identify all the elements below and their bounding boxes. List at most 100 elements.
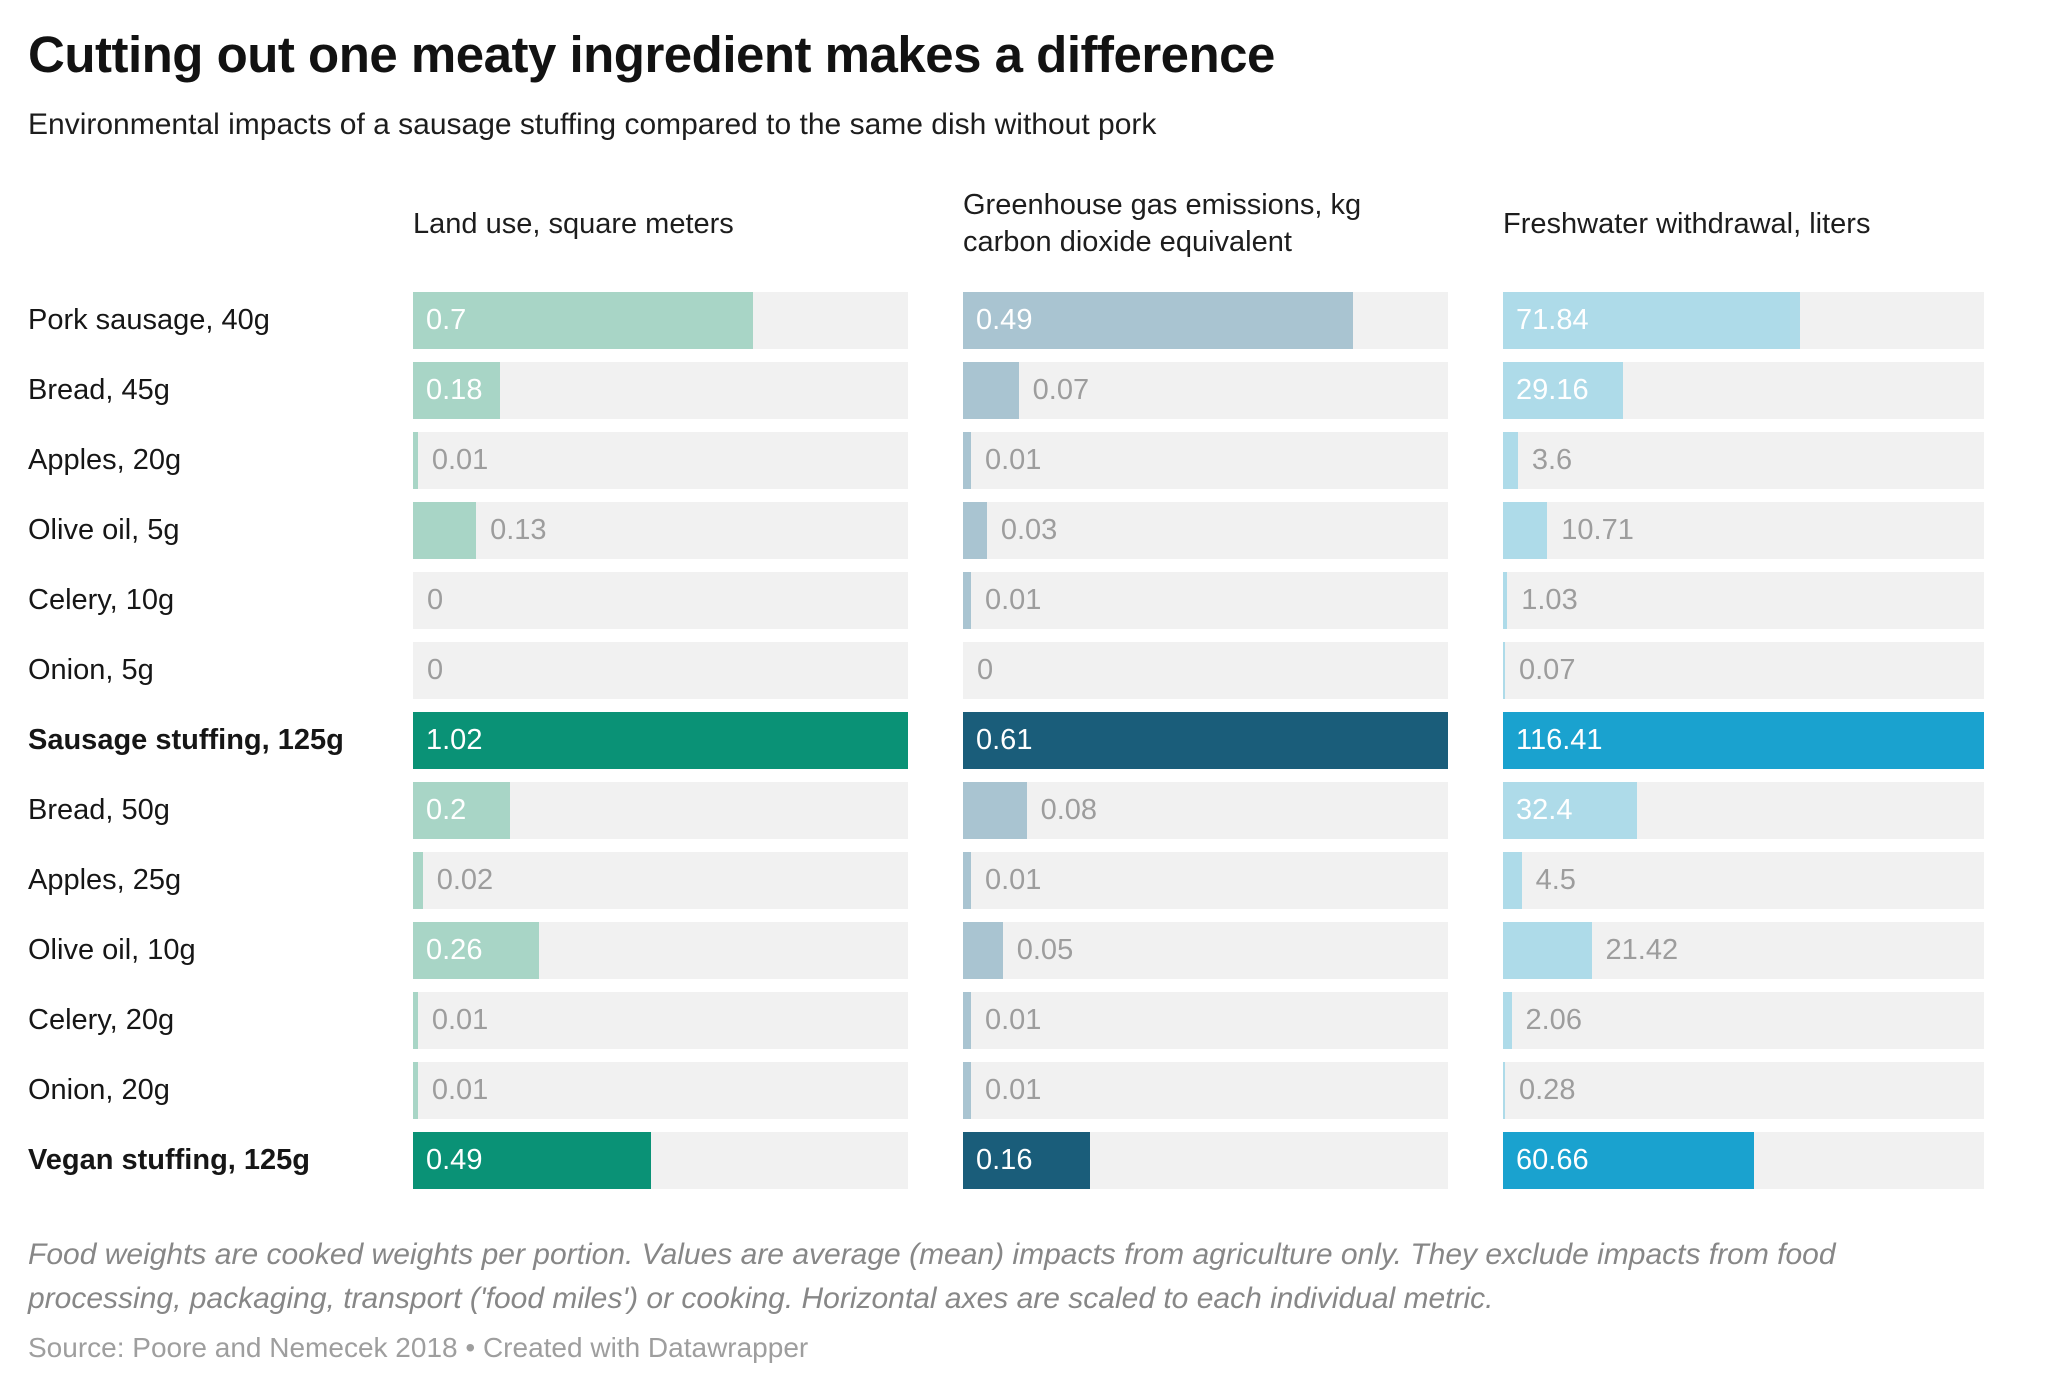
bar-track: 0.01 [413,1062,908,1120]
metric-cell-land_use: 0.01 [413,1062,908,1120]
bar-track: 0.03 [963,502,1448,560]
table-row: Onion, 20g 0.01 0.01 0.28 [28,1062,1984,1120]
value-label: 0.01 [984,584,1042,617]
metric-cell-ghg: 0.01 [908,572,1448,630]
table-row: Celery, 10g 0 0.01 1.03 [28,572,1984,630]
bar-ghg [963,922,1003,980]
value-label: 0.01 [431,444,489,477]
bar-track: 0.61 [963,712,1448,770]
value-label: 0.49 [426,1144,483,1177]
value-label: 0.49 [976,304,1033,337]
value-label: 0.16 [976,1144,1033,1177]
bar-freshwater [1503,432,1518,490]
metric-cell-freshwater: 29.16 [1448,362,1984,420]
bar-freshwater [1503,712,1984,770]
metric-cell-freshwater: 0.07 [1448,642,1984,700]
value-label: 0.01 [431,1004,489,1037]
bar-freshwater [1503,852,1522,910]
bar-track: 0.49 [963,292,1448,350]
value-label: 0.05 [1016,934,1074,967]
value-label: 0.01 [984,1074,1042,1107]
bar-freshwater [1503,362,1624,420]
metric-cell-freshwater: 4.5 [1448,852,1984,910]
bar-land_use [413,782,511,840]
value-label: 0.08 [1040,794,1098,827]
value-label: 0.03 [1000,514,1058,547]
metric-cell-ghg: 0.16 [908,1132,1448,1190]
bar-track: 0.01 [413,432,908,490]
metric-cell-land_use: 0.01 [413,432,908,490]
row-label: Onion, 5g [28,654,154,687]
value-label: 29.16 [1516,374,1589,407]
bar-track: 0.26 [413,922,908,980]
column-headers: Land use, square meters Greenhouse gas e… [28,172,1984,276]
value-label: 71.84 [1516,304,1589,337]
bar-track: 2.06 [1503,992,1984,1050]
bar-ghg [963,362,1019,420]
value-label: 3.6 [1531,444,1573,477]
value-label: 0.61 [976,724,1033,757]
bar-track: 32.4 [1503,782,1984,840]
table-row: Onion, 5g 0 0 0.07 [28,642,1984,700]
chart-rows: Pork sausage, 40g 0.7 0.49 71.84 Bread, 45g 0… [28,292,1984,1190]
bar-track: 1.03 [1503,572,1984,630]
metric-cell-ghg: 0.01 [908,992,1448,1050]
bar-track: 29.16 [1503,362,1984,420]
bar-track: 0.02 [413,852,908,910]
metric-cell-ghg: 0.03 [908,502,1448,560]
row-label: Celery, 10g [28,584,175,617]
bar-track: 60.66 [1503,1132,1984,1190]
bar-ghg [963,782,1027,840]
metric-cell-land_use: 0 [413,572,908,630]
bar-ghg [963,292,1353,350]
bar-ghg [963,432,971,490]
bar-track: 0.01 [963,852,1448,910]
value-label: 10.71 [1561,514,1634,547]
metric-cell-freshwater: 116.41 [1448,712,1984,770]
row-label: Olive oil, 10g [28,934,196,967]
metric-cell-land_use: 0.02 [413,852,908,910]
metric-cell-land_use: 0 [413,642,908,700]
row-label: Pork sausage, 40g [28,304,270,337]
metric-cell-freshwater: 0.28 [1448,1062,1984,1120]
bar-land_use [413,362,501,420]
metric-cell-land_use: 0.18 [413,362,908,420]
bar-freshwater [1503,642,1505,700]
bar-track: 0.2 [413,782,908,840]
column-header-land-use: Land use, square meters [413,207,734,240]
row-label: Apples, 25g [28,864,182,897]
bar-track: 0.01 [413,992,908,1050]
metric-cell-ghg: 0.49 [908,292,1448,350]
metric-cell-freshwater: 1.03 [1448,572,1984,630]
row-label: Bread, 50g [28,794,170,827]
table-row: Olive oil, 5g 0.13 0.03 10.71 [28,502,1984,560]
bar-land_use [413,712,908,770]
metric-cell-ghg: 0.01 [908,1062,1448,1120]
metric-cell-freshwater: 32.4 [1448,782,1984,840]
row-label: Onion, 20g [28,1074,170,1107]
value-label: 60.66 [1516,1144,1589,1177]
metric-cell-freshwater: 21.42 [1448,922,1984,980]
bar-track: 0.05 [963,922,1448,980]
table-row: Sausage stuffing, 125g 1.02 0.61 116.41 [28,712,1984,770]
bar-freshwater [1503,782,1637,840]
value-label: 1.03 [1521,584,1578,617]
bar-track: 0.28 [1503,1062,1984,1120]
row-label: Olive oil, 5g [28,514,180,547]
metric-cell-freshwater: 10.71 [1448,502,1984,560]
table-row: Olive oil, 10g 0.26 0.05 21.42 [28,922,1984,980]
metric-cell-land_use: 0.01 [413,992,908,1050]
bar-land_use [413,432,418,490]
value-label: 0 [977,654,994,687]
value-label: 0.02 [436,864,494,897]
bar-ghg [963,1132,1091,1190]
bar-track: 0.01 [963,1062,1448,1120]
table-row: Celery, 20g 0.01 0.01 2.06 [28,992,1984,1050]
bar-freshwater [1503,502,1548,560]
metric-cell-land_use: 0.7 [413,292,908,350]
column-header-freshwater: Freshwater withdrawal, liters [1503,207,1871,240]
row-label: Vegan stuffing, 125g [28,1144,310,1177]
value-label: 116.41 [1516,724,1603,757]
value-label: 0.01 [431,1074,489,1107]
metric-cell-ghg: 0 [908,642,1448,700]
